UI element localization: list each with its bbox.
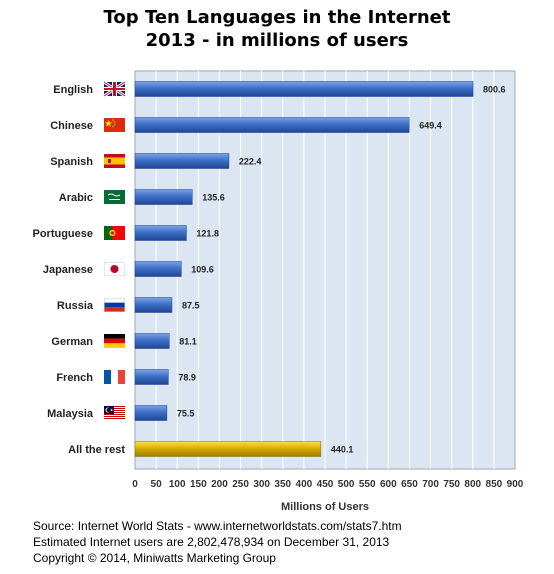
russia-flag-icon [104, 298, 125, 312]
data-label: 109.6 [191, 265, 214, 275]
x-axis-title: Millions of Users [281, 501, 369, 513]
gridlines [155, 71, 495, 469]
x-tick-label: 300 [253, 479, 270, 490]
data-label: 78.9 [178, 373, 196, 383]
data-label: 649.4 [419, 121, 442, 131]
x-tick-label: 350 [274, 479, 291, 490]
data-label: 87.5 [182, 301, 200, 311]
bar [134, 441, 322, 457]
saudi-arabia-flag-icon [104, 190, 125, 204]
x-tick-label: 550 [359, 479, 376, 490]
footer-estimate: Estimated Internet users are 2,802,478,9… [33, 535, 390, 549]
category-labels: English Chinese Spanish Arabic Portuguese Jap… [32, 84, 125, 456]
x-tick-label: 500 [338, 479, 355, 490]
category-label: Portuguese [32, 228, 93, 240]
bar [134, 117, 410, 133]
x-tick-label: 250 [232, 479, 249, 490]
x-axis-ticks: 0 50 100 150 200 250 300 350 400 450 500 550 600 650 7… [132, 479, 524, 490]
portugal-flag-icon [104, 226, 125, 240]
x-tick-label: 750 [443, 479, 460, 490]
x-tick-label: 200 [211, 479, 228, 490]
data-label: 81.1 [179, 337, 197, 347]
data-label: 135.6 [202, 193, 225, 203]
bars: 800.6 649.4 222.4 135.6 121.8 109.6 87.5 81.1 78… [134, 81, 506, 457]
x-tick-label: 800 [464, 479, 481, 490]
bar [134, 225, 187, 241]
bar [134, 81, 474, 97]
x-tick-label: 150 [190, 479, 207, 490]
category-label: Malaysia [47, 408, 94, 420]
japan-flag-icon [104, 262, 125, 276]
x-tick-label: 400 [296, 479, 313, 490]
china-flag-icon [104, 118, 125, 132]
malaysia-flag-icon [104, 406, 125, 420]
x-tick-label: 600 [380, 479, 397, 490]
bar [134, 153, 230, 169]
data-label: 121.8 [196, 229, 219, 239]
category-label: English [53, 84, 93, 96]
bar [134, 333, 170, 349]
x-tick-label: 450 [317, 479, 334, 490]
data-label: 75.5 [177, 409, 195, 419]
flags [103, 80, 126, 420]
x-tick-label: 0 [132, 479, 138, 490]
category-label: Arabic [59, 192, 93, 204]
germany-flag-icon [104, 334, 125, 348]
chart-title: Top Ten Languages in the Internet 2013 -… [0, 6, 554, 52]
x-tick-label: 900 [507, 479, 524, 490]
footer-copyright: Copyright © 2014, Miniwatts Marketing Gr… [33, 551, 276, 565]
category-label: Japanese [43, 264, 93, 276]
category-label: All the rest [68, 444, 125, 456]
uk-flag-icon [103, 80, 126, 98]
x-tick-label: 50 [151, 479, 163, 490]
data-label: 800.6 [483, 85, 506, 95]
bar [134, 369, 169, 385]
bar [134, 189, 193, 205]
data-label: 440.1 [331, 445, 354, 455]
data-label: 222.4 [239, 157, 262, 167]
category-label: German [51, 336, 93, 348]
france-flag-icon [104, 370, 125, 384]
x-tick-label: 700 [422, 479, 439, 490]
x-tick-label: 850 [486, 479, 503, 490]
chart-title-line-2: 2013 - in millions of users [145, 30, 409, 51]
footer-source: Source: Internet World Stats - www.inter… [33, 519, 402, 533]
bar [134, 261, 182, 277]
category-label: Chinese [50, 120, 93, 132]
spain-flag-icon [104, 154, 125, 168]
category-label: Spanish [50, 156, 93, 168]
bar [134, 297, 173, 313]
chart-title-line-1: Top Ten Languages in the Internet [103, 7, 451, 28]
category-label: French [56, 372, 93, 384]
x-tick-label: 650 [401, 479, 418, 490]
category-label: Russia [57, 300, 94, 312]
x-tick-label: 100 [169, 479, 186, 490]
bar [134, 405, 168, 421]
